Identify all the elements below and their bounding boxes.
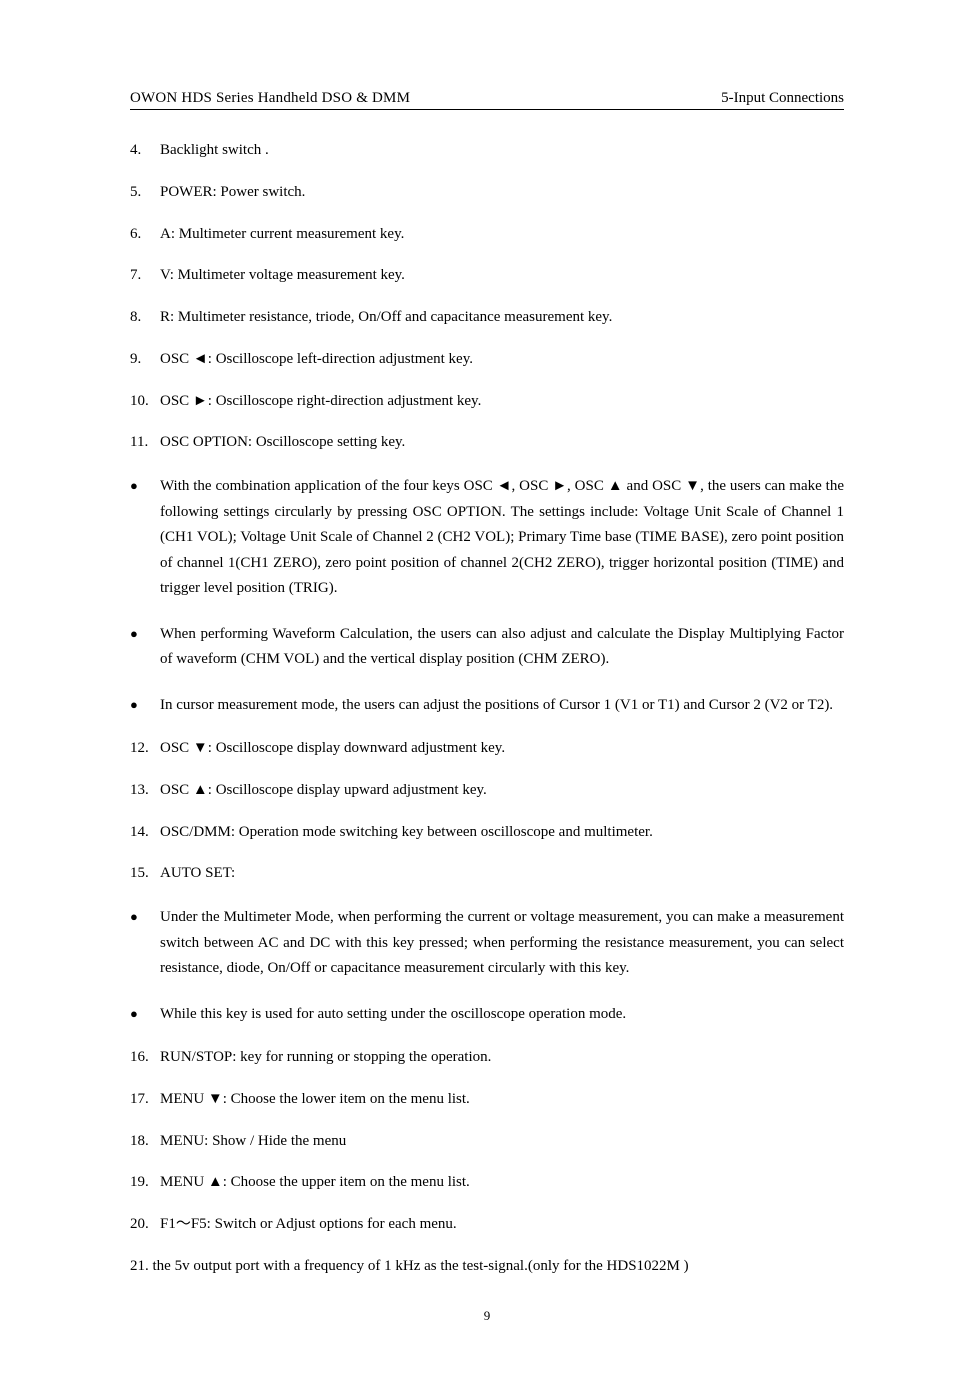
bullet-list-item: ●Under the Multimeter Mode, when perform… xyxy=(130,905,844,982)
ordered-list-item: 5.POWER: Power switch. xyxy=(130,182,844,204)
bullet-icon: ● xyxy=(130,1002,160,1028)
list-item-text: MENU ▲: Choose the upper item on the men… xyxy=(160,1172,844,1194)
list-item-number: 9. xyxy=(130,349,160,371)
ordered-list-item: 8.R: Multimeter resistance, triode, On/O… xyxy=(130,307,844,329)
ordered-list-item: 20.F1～F5: Switch or Adjust options for e… xyxy=(130,1214,844,1236)
list-item-number: 13. xyxy=(130,780,160,802)
ordered-list-item: 14.OSC/DMM: Operation mode switching key… xyxy=(130,822,844,844)
ordered-list-item: 11.OSC OPTION: Oscilloscope setting key. xyxy=(130,432,844,454)
list-item-text: Backlight switch . xyxy=(160,140,844,162)
list-item-text: OSC ►: Oscilloscope right-direction adju… xyxy=(160,391,844,413)
ordered-list-item: 16.RUN/STOP: key for running or stopping… xyxy=(130,1047,844,1069)
list-item-text: OSC/DMM: Operation mode switching key be… xyxy=(160,822,844,844)
list-item-number: 5. xyxy=(130,182,160,204)
list-item-text: MENU ▼: Choose the lower item on the men… xyxy=(160,1089,844,1111)
content-list: 4.Backlight switch .5.POWER: Power switc… xyxy=(130,140,844,1278)
header-right: 5-Input Connections xyxy=(721,90,844,107)
list-item-text: AUTO SET: xyxy=(160,863,844,885)
list-item-text: While this key is used for auto setting … xyxy=(160,1002,844,1028)
list-item-number: 18. xyxy=(130,1131,160,1153)
ordered-list-item: 17.MENU ▼: Choose the lower item on the … xyxy=(130,1089,844,1111)
list-item-number: 7. xyxy=(130,265,160,287)
list-item-text: RUN/STOP: key for running or stopping th… xyxy=(160,1047,844,1069)
page: OWON HDS Series Handheld DSO & DMM 5-Inp… xyxy=(0,0,954,1384)
page-header: OWON HDS Series Handheld DSO & DMM 5-Inp… xyxy=(130,90,844,110)
list-item-text: In cursor measurement mode, the users ca… xyxy=(160,693,844,719)
bullet-list-item: ●With the combination application of the… xyxy=(130,474,844,602)
ordered-list-item: 12.OSC ▼: Oscilloscope display downward … xyxy=(130,738,844,760)
list-item-text: OSC ▼: Oscilloscope display downward adj… xyxy=(160,738,844,760)
list-item-text: OSC ◄: Oscilloscope left-direction adjus… xyxy=(160,349,844,371)
ordered-list-item: 9.OSC ◄: Oscilloscope left-direction adj… xyxy=(130,349,844,371)
list-item-number: 16. xyxy=(130,1047,160,1069)
list-item-number: 4. xyxy=(130,140,160,162)
bullet-icon: ● xyxy=(130,622,160,673)
list-item-text: A: Multimeter current measurement key. xyxy=(160,224,844,246)
header-left: OWON HDS Series Handheld DSO & DMM xyxy=(130,90,410,107)
plain-list-item: 21. the 5v output port with a frequency … xyxy=(130,1256,844,1278)
list-item-number: 20. xyxy=(130,1214,160,1236)
list-item-number: 11. xyxy=(130,432,160,454)
bullet-icon: ● xyxy=(130,905,160,982)
list-item-text: OSC ▲: Oscilloscope display upward adjus… xyxy=(160,780,844,802)
list-item-number: 12. xyxy=(130,738,160,760)
ordered-list-item: 6.A: Multimeter current measurement key. xyxy=(130,224,844,246)
list-item-text: Under the Multimeter Mode, when performi… xyxy=(160,905,844,982)
list-item-number: 17. xyxy=(130,1089,160,1111)
bullet-list-item: ●In cursor measurement mode, the users c… xyxy=(130,693,844,719)
list-item-number: 14. xyxy=(130,822,160,844)
ordered-list-item: 4.Backlight switch . xyxy=(130,140,844,162)
list-item-text: OSC OPTION: Oscilloscope setting key. xyxy=(160,432,844,454)
ordered-list-item: 15.AUTO SET: xyxy=(130,863,844,885)
bullet-icon: ● xyxy=(130,474,160,602)
list-item-text: R: Multimeter resistance, triode, On/Off… xyxy=(160,307,844,329)
ordered-list-item: 13.OSC ▲: Oscilloscope display upward ad… xyxy=(130,780,844,802)
list-item-text: With the combination application of the … xyxy=(160,474,844,602)
list-item-text: 21. the 5v output port with a frequency … xyxy=(130,1256,689,1278)
ordered-list-item: 19.MENU ▲: Choose the upper item on the … xyxy=(130,1172,844,1194)
list-item-text: F1～F5: Switch or Adjust options for each… xyxy=(160,1214,844,1236)
ordered-list-item: 18.MENU: Show / Hide the menu xyxy=(130,1131,844,1153)
list-item-text: MENU: Show / Hide the menu xyxy=(160,1131,844,1153)
list-item-number: 19. xyxy=(130,1172,160,1194)
list-item-number: 15. xyxy=(130,863,160,885)
bullet-list-item: ●When performing Waveform Calculation, t… xyxy=(130,622,844,673)
list-item-number: 8. xyxy=(130,307,160,329)
list-item-number: 6. xyxy=(130,224,160,246)
bullet-list-item: ●While this key is used for auto setting… xyxy=(130,1002,844,1028)
bullet-icon: ● xyxy=(130,693,160,719)
page-number: 9 xyxy=(130,1308,844,1324)
list-item-number: 10. xyxy=(130,391,160,413)
list-item-text: POWER: Power switch. xyxy=(160,182,844,204)
ordered-list-item: 10.OSC ►: Oscilloscope right-direction a… xyxy=(130,391,844,413)
list-item-text: When performing Waveform Calculation, th… xyxy=(160,622,844,673)
list-item-text: V: Multimeter voltage measurement key. xyxy=(160,265,844,287)
ordered-list-item: 7.V: Multimeter voltage measurement key. xyxy=(130,265,844,287)
